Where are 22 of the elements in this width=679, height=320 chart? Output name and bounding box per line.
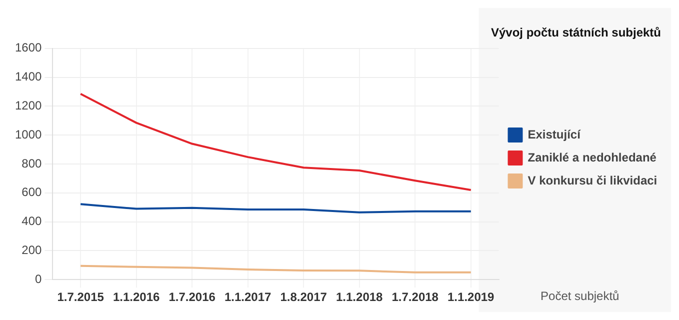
text: Počet subjektů: [540, 289, 620, 303]
x-tick-label: 1.7.2016: [168, 290, 216, 304]
y-tick-label: 800: [22, 156, 42, 170]
y-tick-label: 600: [22, 185, 42, 200]
x-tick-label: 1.1.2019: [448, 290, 495, 304]
y-tick-label: 1200: [14, 98, 42, 113]
y-tick-label: 400: [22, 214, 42, 228]
text: Vývoj počtu státních subjektů: [490, 26, 661, 40]
x-tick-label: 1.1.2017: [224, 290, 272, 304]
y-tick-label: 0: [35, 272, 42, 286]
x-tick-label: 1.8.2017: [280, 290, 328, 304]
x-tick-label: 1.7.2018: [392, 290, 439, 304]
x-tick-label: 1.7.2015: [57, 290, 104, 304]
legend-label: Zaniklé a nedohledané: [528, 150, 657, 164]
y-tick-label: 1400: [14, 70, 42, 84]
y-tick-label: 1000: [14, 127, 42, 142]
y-tick-label: 200: [22, 243, 42, 258]
legend-label: V konkursu či likvidaci: [528, 173, 658, 188]
x-tick-label: 1.1.2018: [336, 290, 384, 304]
x-tick-label: 1.1.2016: [112, 290, 160, 304]
legend-label: Existující: [528, 127, 582, 142]
y-tick-label: 1600: [14, 40, 42, 55]
